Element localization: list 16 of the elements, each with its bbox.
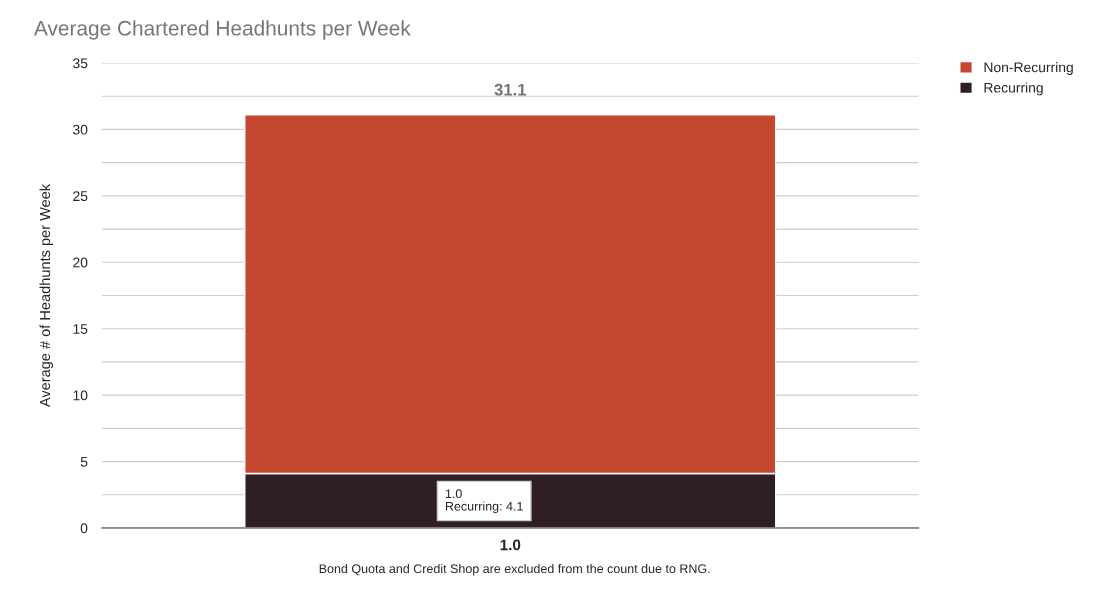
- annotation: 1.0 Recurring: 4.1: [445, 489, 523, 514]
- total-label: 31.1: [494, 83, 527, 96]
- chart-title: Average Chartered Headhunts per Week: [33, 20, 411, 40]
- y-tick-label: 20: [73, 257, 88, 268]
- y-axis-title: Average # of Headhunts per Week: [39, 183, 54, 408]
- y-tick-label: 30: [73, 124, 88, 135]
- y-tick-label: 5: [80, 457, 88, 467]
- legend-label: Non-Recurring: [984, 62, 1073, 75]
- y-tick-label: 0: [80, 523, 88, 534]
- y-tick-label: 35: [73, 58, 88, 69]
- y-tick-label: 25: [73, 191, 88, 202]
- y-tick-label: 10: [73, 390, 88, 401]
- text: Bond Quota and Credit Shop are excluded from the count due to RNG.: [319, 563, 710, 576]
- legend-label: Recurring: [984, 82, 1043, 96]
- x-tick-label: 1.0: [500, 539, 521, 551]
- y-tick-label: 15: [73, 324, 88, 334]
